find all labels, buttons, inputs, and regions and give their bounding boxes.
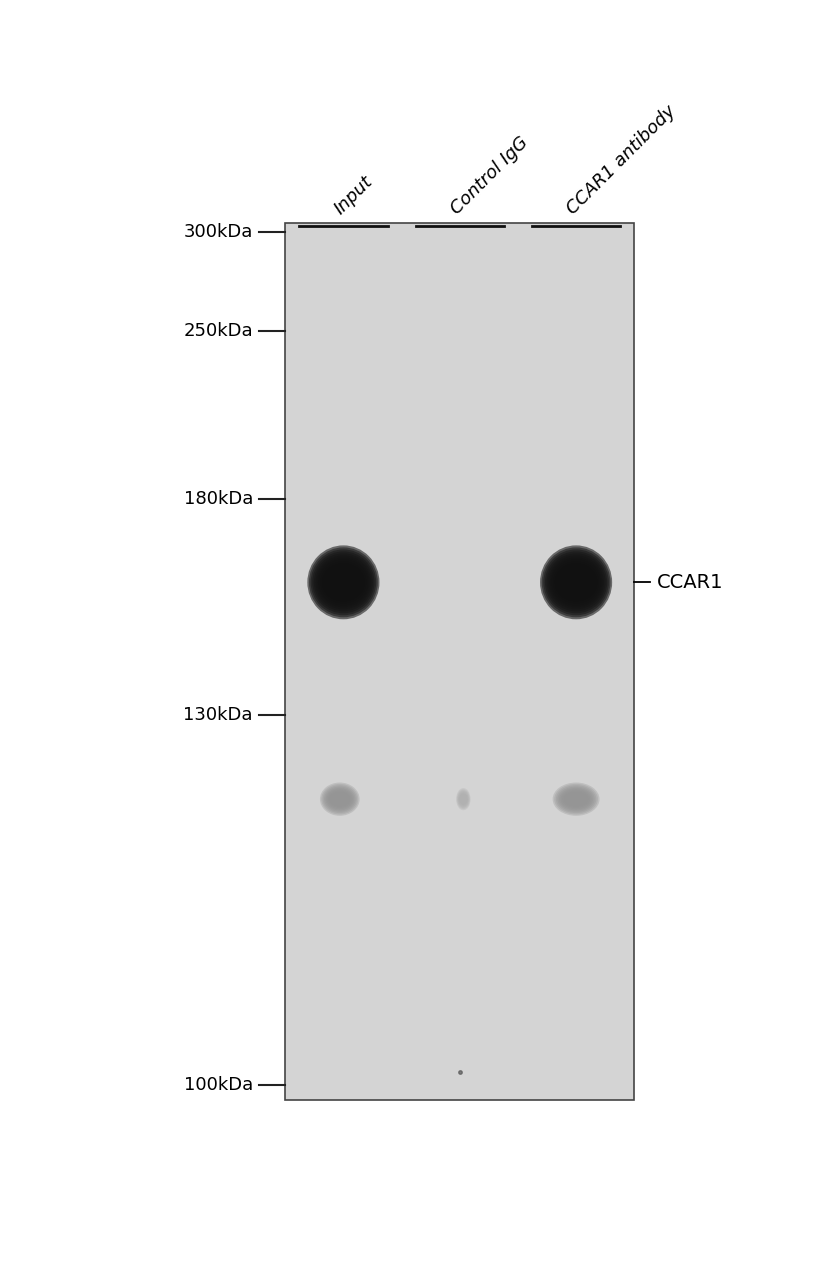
Ellipse shape (308, 545, 379, 620)
Ellipse shape (310, 549, 376, 616)
Text: 180kDa: 180kDa (183, 489, 253, 508)
Ellipse shape (545, 552, 607, 613)
Ellipse shape (456, 788, 470, 810)
Ellipse shape (458, 792, 469, 806)
Ellipse shape (543, 549, 609, 616)
Ellipse shape (324, 787, 355, 812)
Text: 130kDa: 130kDa (183, 707, 253, 724)
Ellipse shape (319, 559, 368, 605)
Ellipse shape (315, 556, 371, 609)
Ellipse shape (553, 782, 600, 815)
Ellipse shape (548, 556, 604, 609)
Text: 300kDa: 300kDa (183, 224, 253, 242)
Text: CCAR1 antibody: CCAR1 antibody (563, 101, 680, 218)
Ellipse shape (328, 791, 351, 808)
Ellipse shape (317, 557, 369, 607)
Ellipse shape (551, 559, 600, 605)
Ellipse shape (555, 563, 597, 602)
Ellipse shape (555, 783, 598, 814)
Ellipse shape (312, 552, 374, 613)
Ellipse shape (321, 783, 359, 814)
Ellipse shape (550, 557, 602, 607)
Text: 250kDa: 250kDa (183, 323, 253, 340)
Ellipse shape (458, 791, 470, 808)
Bar (285, 223, 635, 1100)
Ellipse shape (309, 548, 378, 617)
Ellipse shape (459, 792, 468, 805)
Ellipse shape (324, 566, 363, 599)
Text: 100kDa: 100kDa (183, 1076, 253, 1094)
Ellipse shape (320, 562, 366, 603)
Text: CCAR1: CCAR1 (657, 573, 723, 591)
Ellipse shape (314, 553, 373, 612)
Ellipse shape (541, 548, 610, 617)
Ellipse shape (546, 553, 605, 612)
Ellipse shape (540, 545, 612, 620)
Ellipse shape (457, 790, 470, 809)
Ellipse shape (556, 566, 595, 599)
Ellipse shape (327, 790, 353, 809)
Ellipse shape (322, 563, 364, 602)
Ellipse shape (559, 788, 593, 810)
Ellipse shape (557, 787, 595, 812)
Ellipse shape (556, 785, 596, 813)
Ellipse shape (320, 782, 359, 815)
Text: Control IgG: Control IgG (447, 133, 532, 218)
Ellipse shape (560, 790, 591, 809)
Ellipse shape (325, 788, 354, 810)
Ellipse shape (323, 785, 357, 813)
Text: Input: Input (330, 172, 376, 218)
Ellipse shape (562, 791, 590, 808)
Ellipse shape (553, 562, 599, 603)
